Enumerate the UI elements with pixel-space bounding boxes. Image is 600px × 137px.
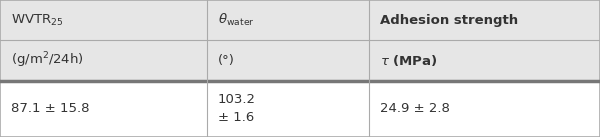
Bar [207,81,369,137]
Bar [369,40,600,81]
Text: $\tau$ (MPa): $\tau$ (MPa) [380,53,437,68]
Bar [369,0,600,40]
Text: WVTR$_{25}$: WVTR$_{25}$ [11,13,63,28]
Bar [0,0,207,40]
Text: 24.9 ± 2.8: 24.9 ± 2.8 [380,102,449,115]
Text: 87.1 ± 15.8: 87.1 ± 15.8 [11,102,89,115]
Text: 103.2
± 1.6: 103.2 ± 1.6 [218,93,256,124]
Bar [207,0,369,40]
Text: Adhesion strength: Adhesion strength [380,14,518,27]
Bar [207,40,369,81]
Bar [0,40,207,81]
Text: $\theta_{\mathrm{water}}$: $\theta_{\mathrm{water}}$ [218,12,254,28]
Bar [369,81,600,137]
Text: (°): (°) [218,54,235,67]
Text: (g/m$^2$/24h): (g/m$^2$/24h) [11,51,83,70]
Bar [0,81,207,137]
